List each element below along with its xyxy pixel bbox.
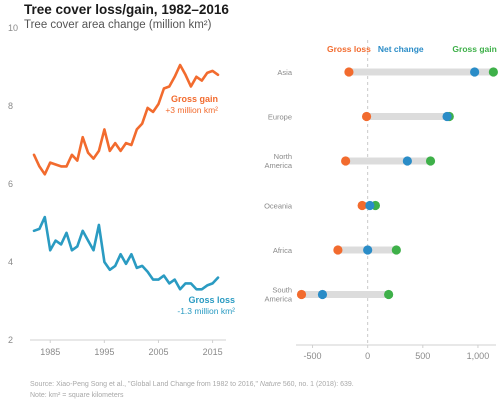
gross-gain-dot bbox=[425, 156, 436, 166]
range-bar bbox=[366, 113, 450, 120]
net-change-dot bbox=[317, 289, 328, 300]
region-label: Africa bbox=[273, 246, 293, 255]
gross-gain-value: +3 million km² bbox=[165, 105, 218, 115]
net-change-dot bbox=[363, 245, 373, 255]
left-y-tick-label: 4 bbox=[8, 257, 13, 267]
legend-gain: Gross gain bbox=[452, 44, 496, 54]
gross-loss-dot bbox=[296, 289, 307, 300]
gross-gain-dot bbox=[391, 245, 401, 255]
gross-loss-dot bbox=[344, 67, 354, 77]
range-bar bbox=[348, 68, 494, 76]
right-x-tick-label: 0 bbox=[365, 351, 370, 361]
left-x-tick-label: 2005 bbox=[148, 347, 168, 357]
net-change-dot bbox=[470, 67, 480, 77]
source-journal: Nature bbox=[259, 381, 281, 388]
region-label: America bbox=[264, 161, 292, 170]
region-label: Oceania bbox=[264, 202, 293, 211]
units-note: Note: km² = square kilometers bbox=[30, 392, 124, 399]
source-citation-end: 560, no. 1 (2018): 639. bbox=[282, 381, 354, 388]
gross-gain-dot bbox=[384, 289, 394, 300]
gross-loss-label: Gross loss bbox=[188, 295, 235, 305]
range-bar bbox=[301, 291, 389, 298]
region-label: Europe bbox=[268, 113, 292, 122]
gross-gain-label: Gross gain bbox=[171, 94, 218, 104]
left-y-tick-label: 8 bbox=[8, 101, 13, 111]
gross-loss-line bbox=[32, 215, 220, 291]
chart-subtitle: Tree cover area change (million km²) bbox=[24, 19, 212, 31]
gross-gain-line bbox=[32, 63, 220, 176]
right-x-tick-label: -500 bbox=[304, 351, 322, 361]
gross-loss-dot bbox=[341, 156, 351, 166]
region-label: Asia bbox=[277, 68, 292, 77]
left-x-tick-label: 1995 bbox=[94, 347, 114, 357]
legend-net: Net change bbox=[378, 44, 424, 54]
gross-loss-dot bbox=[357, 200, 367, 211]
net-change-dot bbox=[365, 200, 375, 211]
left-x-tick-label: 2015 bbox=[203, 347, 223, 357]
range-bar bbox=[345, 157, 431, 165]
gross-gain-dot bbox=[488, 67, 498, 77]
right-x-tick-label: 1,000 bbox=[467, 351, 490, 361]
left-y-tick-label: 10 bbox=[8, 23, 18, 33]
source-citation: Source: Xiao-Peng Song et al., "Global L… bbox=[30, 381, 258, 388]
gross-loss-dot bbox=[333, 245, 343, 255]
region-label: America bbox=[264, 295, 292, 304]
region-label: North bbox=[274, 152, 292, 161]
left-y-tick-label: 2 bbox=[8, 335, 13, 345]
left-x-tick-label: 1985 bbox=[40, 347, 60, 357]
left-y-tick-label: 6 bbox=[8, 179, 13, 189]
net-change-dot bbox=[442, 111, 452, 122]
chart-title: Tree cover loss/gain, 1982–2016 bbox=[24, 2, 229, 17]
source-note: Source: Xiao-Peng Song et al., "Global L… bbox=[30, 379, 354, 401]
legend-loss: Gross loss bbox=[327, 44, 371, 54]
right-x-tick-label: 500 bbox=[415, 351, 430, 361]
gross-loss-dot bbox=[361, 111, 372, 122]
gross-loss-value: -1.3 million km² bbox=[177, 306, 235, 316]
net-change-dot bbox=[402, 156, 412, 166]
region-label: South bbox=[272, 286, 292, 295]
